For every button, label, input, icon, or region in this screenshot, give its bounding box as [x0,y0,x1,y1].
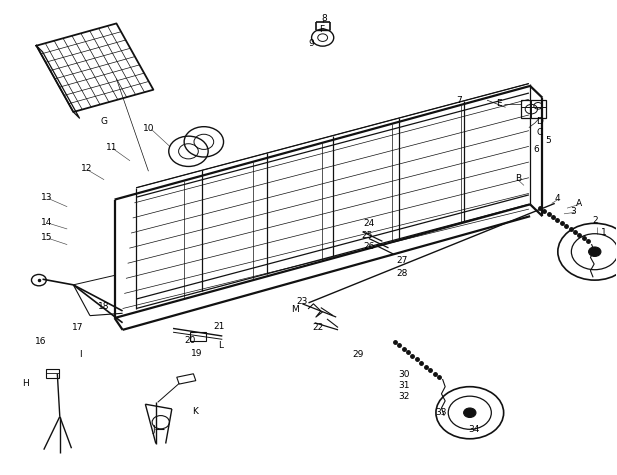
Text: B: B [515,174,521,183]
Text: 9: 9 [308,39,315,48]
Text: G: G [101,117,107,126]
Text: 11: 11 [106,143,117,152]
Bar [190,332,205,341]
Text: 15: 15 [41,233,52,242]
Text: 25: 25 [362,231,373,239]
Circle shape [589,247,601,256]
Text: 32: 32 [398,392,410,400]
Text: 6: 6 [534,145,539,154]
Text: J: J [152,425,155,434]
Text: M: M [291,305,299,314]
Text: C: C [536,128,542,137]
Text: 33: 33 [435,408,447,417]
Bar [46,369,59,378]
Text: 14: 14 [41,218,52,227]
Text: 1: 1 [601,228,607,238]
Text: 23: 23 [297,297,308,306]
Text: 17: 17 [72,323,83,332]
Text: 3: 3 [570,207,576,216]
Text: 34: 34 [468,425,479,434]
Text: 8: 8 [321,14,327,23]
Text: 7: 7 [457,95,462,104]
Text: 22: 22 [312,323,323,332]
Text: 29: 29 [352,351,363,360]
Text: 4: 4 [555,194,561,203]
Text: K: K [192,407,197,416]
Text: F: F [320,25,325,34]
FancyBboxPatch shape [521,100,545,118]
Text: 28: 28 [396,268,408,277]
Text: 18: 18 [98,302,110,311]
Text: E: E [497,99,502,108]
Text: 21: 21 [213,322,225,331]
Text: D: D [536,117,543,126]
Text: L: L [218,341,223,350]
Text: A: A [576,199,582,208]
Circle shape [463,408,476,418]
Text: 16: 16 [35,337,46,346]
Text: 2: 2 [592,217,598,226]
Text: I: I [80,351,82,360]
Text: 19: 19 [191,349,202,358]
Text: 5: 5 [545,136,552,145]
Text: 10: 10 [143,124,154,133]
Text: H: H [22,379,29,388]
Text: 24: 24 [363,219,375,228]
Text: 26: 26 [363,242,375,251]
Text: 31: 31 [398,381,410,390]
Text: 12: 12 [81,164,93,173]
Text: 27: 27 [396,256,408,265]
Bar [176,374,196,384]
Text: 30: 30 [398,370,410,380]
Text: 20: 20 [184,336,196,345]
Text: 13: 13 [41,193,52,202]
